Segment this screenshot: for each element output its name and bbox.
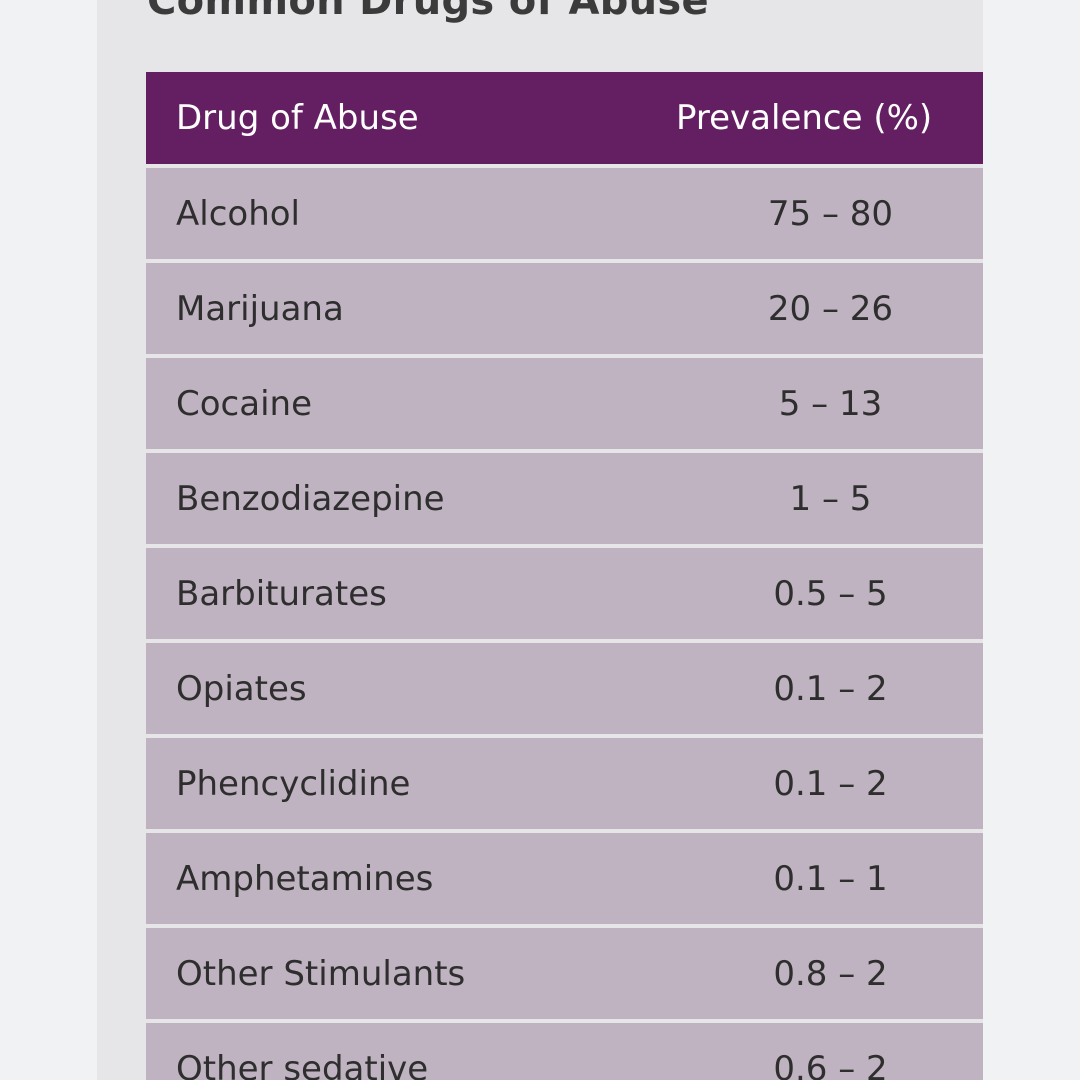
table-row: Other sedative 0.6 – 2 [146,1023,983,1080]
column-header-prevalence: Prevalence (%) [676,98,933,138]
table-row: Opiates 0.1 – 2 [146,643,983,734]
prevalence-cell: 75 – 80 [767,193,894,234]
prevalence-cell: 1 – 5 [789,478,872,519]
table-row: Phencyclidine 0.1 – 2 [146,738,983,829]
drug-cell: Phencyclidine [176,763,411,804]
drug-cell: Alcohol [176,193,300,234]
drug-cell: Other sedative [176,1048,429,1080]
drug-cell: Barbiturates [176,573,387,614]
drug-cell: Opiates [176,668,307,709]
prevalence-cell: 0.1 – 1 [773,858,888,899]
table-row: Amphetamines 0.1 – 1 [146,833,983,924]
drug-cell: Cocaine [176,383,312,424]
prevalence-cell: 20 – 26 [767,288,894,329]
table-row: Other Stimulants 0.8 – 2 [146,928,983,1019]
document-title: Common Drugs of Abuse [147,0,709,24]
drug-cell: Marijuana [176,288,344,329]
table-row: Marijuana 20 – 26 [146,263,983,354]
table-header-row: Drug of Abuse Prevalence (%) [146,72,983,164]
prevalence-cell: 0.1 – 2 [773,668,888,709]
table-row: Alcohol 75 – 80 [146,168,983,259]
column-header-drug: Drug of Abuse [176,98,419,138]
prevalence-cell: 0.5 – 5 [773,573,888,614]
drug-cell: Amphetamines [176,858,434,899]
drug-cell: Benzodiazepine [176,478,445,519]
prevalence-cell: 0.8 – 2 [773,953,888,994]
prevalence-cell: 5 – 13 [778,383,883,424]
prevalence-cell: 0.6 – 2 [773,1048,888,1080]
drug-prevalence-table: Drug of Abuse Prevalence (%) Alcohol 75 … [146,72,983,1080]
table-row: Cocaine 5 – 13 [146,358,983,449]
document-sheet: Common Drugs of Abuse Drug of Abuse Prev… [97,0,983,1080]
table-row: Barbiturates 0.5 – 5 [146,548,983,639]
drug-cell: Other Stimulants [176,953,466,994]
table-row: Benzodiazepine 1 – 5 [146,453,983,544]
prevalence-cell: 0.1 – 2 [773,763,888,804]
